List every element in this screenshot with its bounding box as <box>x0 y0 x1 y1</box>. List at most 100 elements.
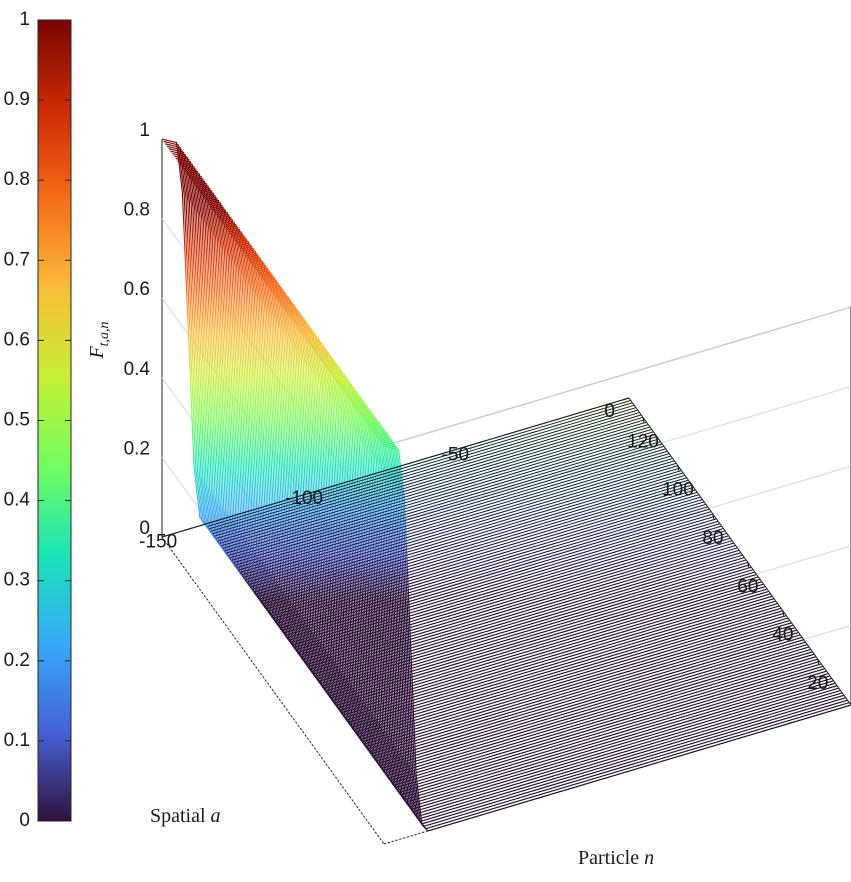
colorbar-tick-label: 1 <box>19 9 30 30</box>
x-tick-label: -100 <box>285 488 323 509</box>
surface-floor-line <box>235 438 659 566</box>
surface-floor-line <box>233 436 658 564</box>
surface-floor-line <box>305 535 729 663</box>
surface-floor-line <box>249 458 673 585</box>
surface-floor-line <box>266 482 691 610</box>
surface-floor-line <box>300 528 724 655</box>
surface-floor-line <box>350 598 775 726</box>
surface-floor-line <box>275 494 700 622</box>
surface-floor-line <box>336 578 761 706</box>
colorbar-tick-label: 0.3 <box>4 570 30 591</box>
y-axis-label: Particle n <box>578 847 654 869</box>
surface-floor-line <box>280 501 705 629</box>
surface-floor-line <box>348 595 773 723</box>
colorbar-tick-label: 0.4 <box>4 490 31 511</box>
surface-floor-line <box>380 639 804 767</box>
z-tick-label: 0 <box>139 518 150 539</box>
surface-floor-line <box>242 448 666 576</box>
surface-floor-line <box>371 627 796 755</box>
surface-floor-line <box>422 697 846 825</box>
surface-floor-line <box>404 673 829 800</box>
y-tick-label: 40 <box>772 625 793 646</box>
surface-floor-line <box>326 564 750 692</box>
surface-floor-line <box>354 603 778 730</box>
surface-floor-line <box>286 508 710 636</box>
surface-floor-line <box>207 399 631 527</box>
surface-floor-line <box>392 656 817 784</box>
axes-box-front <box>161 397 851 706</box>
surface-floor-line <box>408 677 832 805</box>
surface-lines <box>161 138 851 832</box>
surface-floor-line <box>315 549 740 677</box>
surface-floor-line <box>238 443 663 571</box>
surface-floor-line <box>396 661 820 788</box>
surface-floor-line <box>427 704 851 832</box>
surface-floor-line <box>385 646 810 774</box>
x-tick-mark <box>622 397 630 401</box>
surface-floor-line <box>394 658 818 786</box>
surface-floor-line <box>258 470 682 597</box>
surface-floor-line <box>240 445 665 573</box>
surface-floor-line <box>294 520 719 648</box>
surface-floor-line <box>368 622 792 750</box>
surface-floor-line <box>214 409 638 537</box>
surface-floor-line <box>415 687 839 815</box>
surface-floor-line <box>397 663 822 791</box>
surface-floor-line <box>361 612 785 740</box>
surface-floor-line <box>383 644 808 771</box>
surface-floor-line <box>411 682 836 810</box>
surface-floor-line <box>217 414 642 542</box>
surface-floor-line <box>210 404 635 532</box>
surface-floor-line <box>224 424 649 551</box>
surface-floor-line <box>298 525 722 653</box>
y-tick-mark <box>747 562 750 569</box>
surface-floor-line <box>221 419 645 547</box>
surface-floor-line <box>382 641 806 769</box>
surface-floor-line <box>335 576 759 704</box>
surface-floor-line <box>373 629 797 757</box>
x-axis-line <box>161 397 630 538</box>
z-tick-label: 1 <box>139 120 150 141</box>
surface-floor-line <box>364 617 789 745</box>
surface-floor-line <box>273 491 698 619</box>
surface-floor-line <box>310 542 735 670</box>
z-tick-label: 0.2 <box>124 438 150 459</box>
surface-floor-line <box>338 581 762 709</box>
surface-floor-line <box>403 670 827 798</box>
surface-floor-line <box>291 516 715 643</box>
surface-floor-line <box>284 506 708 634</box>
surface-floor-line <box>254 465 679 593</box>
surface-floor-line <box>259 472 684 600</box>
x-tick-label: -50 <box>442 444 469 465</box>
colorbar-tick-label: 0 <box>19 810 30 831</box>
surface-floor-line <box>268 484 693 612</box>
surface-floor-line <box>296 523 721 651</box>
surface-floor-line <box>324 561 748 689</box>
surface-floor-line <box>223 421 647 549</box>
surface-floor-line <box>389 651 813 779</box>
surface-floor-line <box>287 511 712 639</box>
surface-floor-line <box>289 513 714 641</box>
surface-floor-line <box>293 518 717 646</box>
surface-floor-line <box>406 675 831 803</box>
surface-floor-line <box>331 571 755 699</box>
surface-floor-line <box>263 477 687 605</box>
surface-floor-line <box>322 559 747 687</box>
surface-floor-line <box>279 499 703 626</box>
surface-floor-line <box>261 474 686 602</box>
surface-floor-line <box>307 537 731 665</box>
colorbar-tick-label: 0.6 <box>4 329 30 350</box>
y-tick-mark <box>817 658 820 666</box>
surface-floor-line <box>277 496 701 624</box>
x-tick-label: -150 <box>139 531 177 552</box>
colorbar-tick-label: 0.7 <box>4 249 30 270</box>
surface-floor-line <box>219 416 644 544</box>
y-axis-line <box>628 397 851 706</box>
y-tick-label: 80 <box>702 528 723 549</box>
surface-floor-line <box>329 569 754 697</box>
surface-floor-line <box>359 610 783 738</box>
surface-floor-line <box>418 692 843 820</box>
z-axis-label: Ft,a,n <box>86 321 112 359</box>
surface-floor-line <box>420 694 845 822</box>
